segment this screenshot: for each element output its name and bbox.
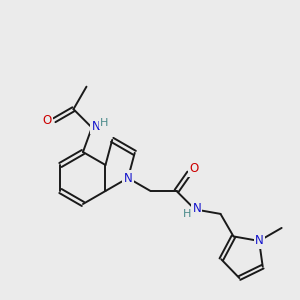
Text: N: N	[193, 202, 201, 215]
Text: O: O	[190, 162, 199, 176]
Text: N: N	[255, 234, 263, 248]
Text: N: N	[92, 120, 100, 133]
Text: O: O	[43, 114, 52, 127]
Text: N: N	[124, 172, 132, 184]
Text: H: H	[100, 118, 108, 128]
Text: H: H	[183, 209, 191, 219]
